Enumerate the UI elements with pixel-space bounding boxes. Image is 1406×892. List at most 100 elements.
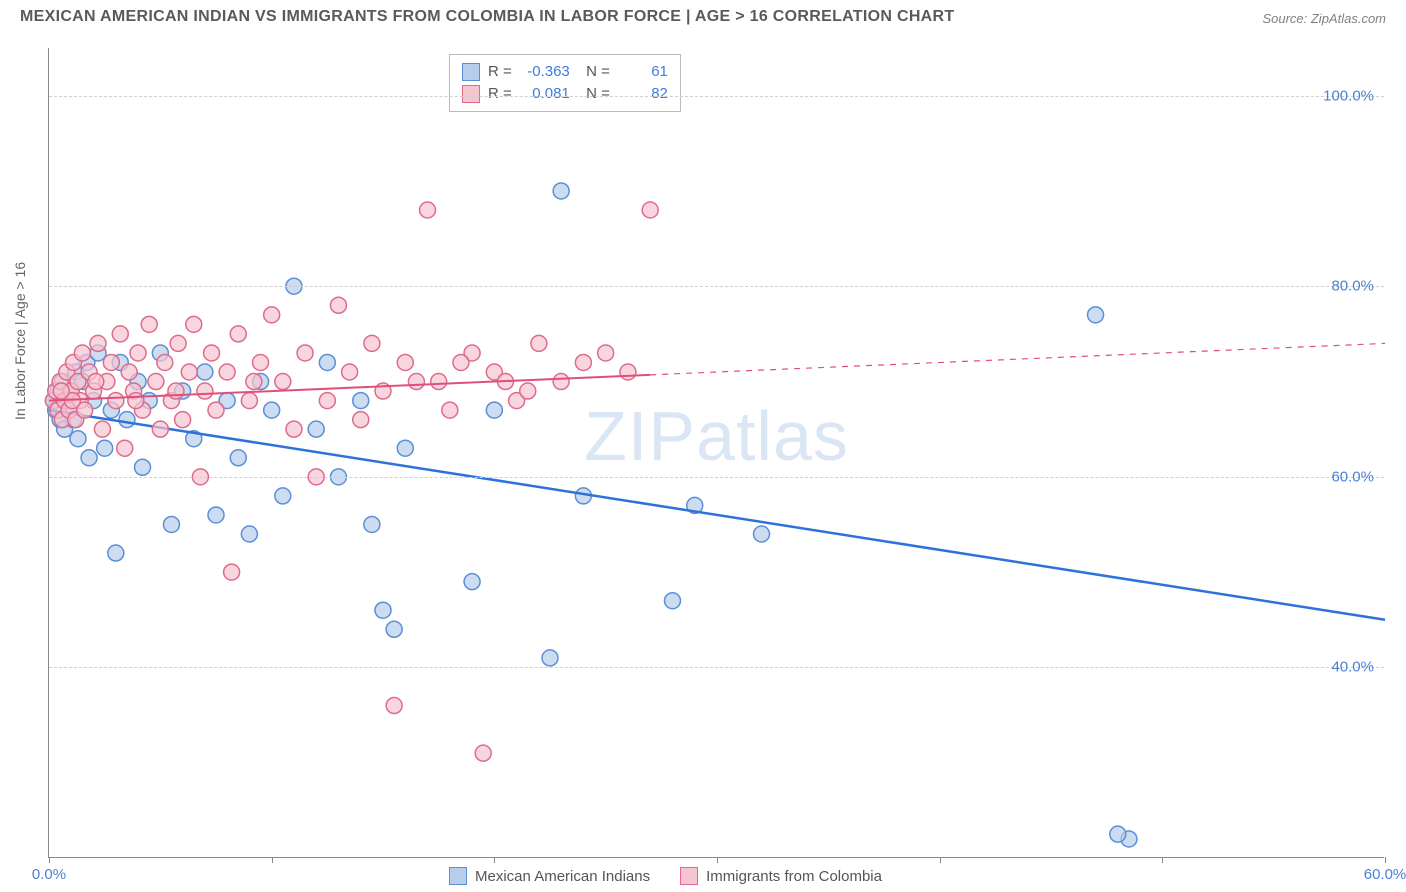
data-point xyxy=(128,393,144,409)
legend-item: Immigrants from Colombia xyxy=(680,867,882,885)
r-label: R = xyxy=(488,83,512,105)
data-point xyxy=(230,450,246,466)
data-point xyxy=(152,421,168,437)
data-point xyxy=(103,354,119,370)
data-point xyxy=(197,364,213,380)
swatch-series-0 xyxy=(462,63,480,81)
r-value-0: -0.363 xyxy=(520,61,570,83)
y-axis-label: In Labor Force | Age > 16 xyxy=(12,262,28,420)
data-point xyxy=(241,526,257,542)
data-point xyxy=(353,393,369,409)
data-point xyxy=(642,202,658,218)
data-point xyxy=(119,412,135,428)
data-point xyxy=(520,383,536,399)
data-point xyxy=(253,354,269,370)
stats-legend: R = -0.363 N = 61 R = 0.081 N = 82 xyxy=(449,54,681,112)
x-tick-label: 60.0% xyxy=(1364,866,1406,883)
data-point xyxy=(275,488,291,504)
data-point xyxy=(97,440,113,456)
data-point xyxy=(542,650,558,666)
data-point xyxy=(208,402,224,418)
data-point xyxy=(275,374,291,390)
data-point xyxy=(664,593,680,609)
data-point xyxy=(319,354,335,370)
data-point xyxy=(264,307,280,323)
data-point xyxy=(397,354,413,370)
data-point xyxy=(157,354,173,370)
data-point xyxy=(121,364,137,380)
x-tick xyxy=(49,857,50,863)
data-point xyxy=(575,354,591,370)
data-point xyxy=(219,364,235,380)
swatch-icon xyxy=(680,867,698,885)
x-tick xyxy=(717,857,718,863)
data-point xyxy=(420,202,436,218)
chart-title: MEXICAN AMERICAN INDIAN VS IMMIGRANTS FR… xyxy=(20,8,954,26)
data-point xyxy=(364,335,380,351)
data-point xyxy=(397,440,413,456)
data-point xyxy=(1088,307,1104,323)
x-tick-label: 0.0% xyxy=(32,866,66,883)
data-point xyxy=(754,526,770,542)
gridline-h xyxy=(49,667,1384,668)
data-point xyxy=(168,383,184,399)
data-point xyxy=(70,431,86,447)
data-point xyxy=(553,374,569,390)
y-tick-label: 100.0% xyxy=(1323,87,1374,104)
data-point xyxy=(112,326,128,342)
x-tick xyxy=(272,857,273,863)
data-point xyxy=(386,698,402,714)
scatter-plot: ZIPatlas R = -0.363 N = 61 R = 0.081 N =… xyxy=(48,48,1384,858)
x-tick xyxy=(1162,857,1163,863)
y-tick-label: 80.0% xyxy=(1331,278,1374,295)
data-point xyxy=(148,374,164,390)
r-label: R = xyxy=(488,61,512,83)
gridline-h xyxy=(49,96,1384,97)
data-point xyxy=(620,364,636,380)
data-point xyxy=(108,393,124,409)
data-point xyxy=(241,393,257,409)
data-point xyxy=(246,374,262,390)
n-value-1: 82 xyxy=(618,83,668,105)
swatch-icon xyxy=(449,867,467,885)
data-point xyxy=(1110,826,1126,842)
data-point xyxy=(117,440,133,456)
data-point xyxy=(486,402,502,418)
data-point xyxy=(264,402,280,418)
data-point xyxy=(208,507,224,523)
stats-legend-row-1: R = 0.081 N = 82 xyxy=(462,83,668,105)
data-point xyxy=(163,516,179,532)
data-point xyxy=(308,421,324,437)
x-tick xyxy=(940,857,941,863)
data-point xyxy=(598,345,614,361)
data-point xyxy=(375,602,391,618)
data-point xyxy=(204,345,220,361)
plot-svg xyxy=(49,48,1384,857)
data-point xyxy=(170,335,186,351)
data-point xyxy=(186,316,202,332)
data-point xyxy=(175,412,191,428)
data-point xyxy=(330,297,346,313)
stats-legend-row-0: R = -0.363 N = 61 xyxy=(462,61,668,83)
data-point xyxy=(353,412,369,428)
data-point xyxy=(364,516,380,532)
gridline-h xyxy=(49,477,1384,478)
data-point xyxy=(319,393,335,409)
x-tick xyxy=(1385,857,1386,863)
data-point xyxy=(431,374,447,390)
gridline-h xyxy=(49,286,1384,287)
y-tick-label: 40.0% xyxy=(1331,659,1374,676)
data-point xyxy=(130,345,146,361)
y-tick-label: 60.0% xyxy=(1331,468,1374,485)
regression-line-dashed xyxy=(650,343,1385,374)
data-point xyxy=(475,745,491,761)
r-value-1: 0.081 xyxy=(520,83,570,105)
n-label: N = xyxy=(578,61,610,83)
data-point xyxy=(442,402,458,418)
data-point xyxy=(531,335,547,351)
data-point xyxy=(108,545,124,561)
swatch-series-1 xyxy=(462,85,480,103)
data-point xyxy=(81,450,97,466)
legend-item: Mexican American Indians xyxy=(449,867,650,885)
x-tick xyxy=(494,857,495,863)
